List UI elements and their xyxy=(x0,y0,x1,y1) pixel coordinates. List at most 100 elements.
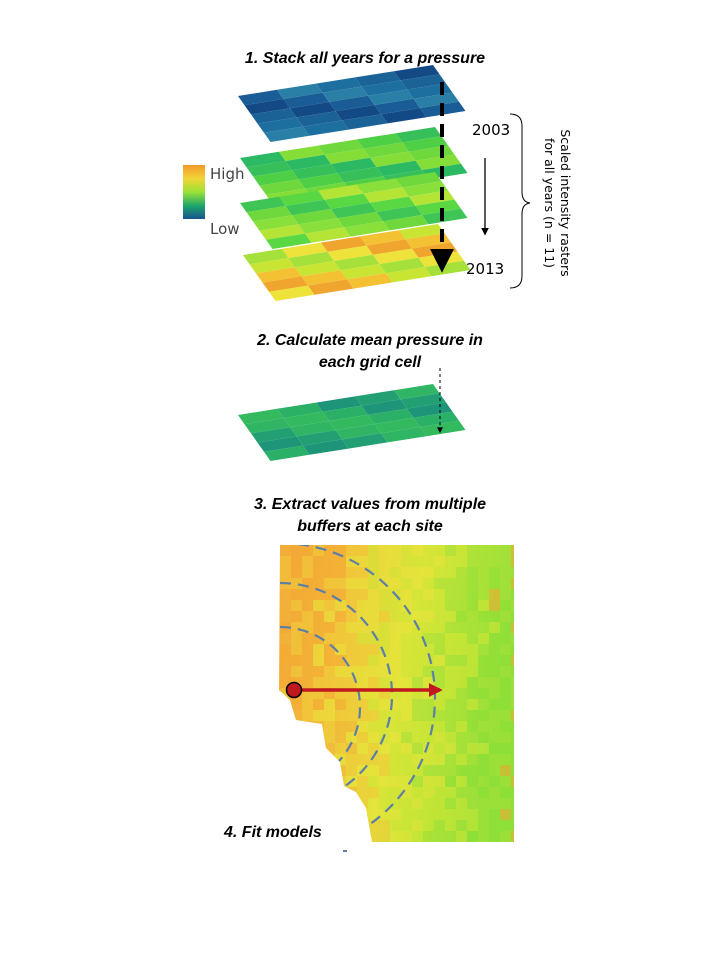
map-pixel xyxy=(302,622,313,633)
map-pixel xyxy=(434,578,445,589)
map-pixel xyxy=(456,831,467,842)
map-pixel xyxy=(302,589,313,600)
map-pixel xyxy=(489,721,500,732)
map-pixel xyxy=(390,754,401,765)
map-pixel xyxy=(291,831,302,842)
map-pixel xyxy=(324,776,335,787)
map-pixel xyxy=(324,710,335,721)
map-pixel xyxy=(401,589,412,600)
map-pixel xyxy=(346,732,357,743)
raster-cell xyxy=(407,402,453,418)
map-pixel xyxy=(335,611,346,622)
map-pixel xyxy=(423,721,434,732)
map-pixel xyxy=(500,710,511,721)
map-pixel xyxy=(390,765,401,776)
map-pixel xyxy=(445,798,456,809)
map-pixel xyxy=(445,721,456,732)
map-pixel xyxy=(313,556,324,567)
map-pixel xyxy=(335,589,346,600)
color-scale-legend xyxy=(183,165,205,219)
map-pixel xyxy=(357,743,368,754)
map-pixel xyxy=(302,787,313,798)
map-pixel xyxy=(335,732,346,743)
map-pixel xyxy=(357,732,368,743)
map-pixel xyxy=(489,622,500,633)
map-pixel xyxy=(335,721,346,732)
map-pixel xyxy=(500,798,511,809)
raster-cell xyxy=(324,148,370,164)
map-pixel xyxy=(357,688,368,699)
map-pixel xyxy=(357,644,368,655)
map-pixel xyxy=(500,831,511,842)
map-pixel xyxy=(346,622,357,633)
map-pixel xyxy=(357,545,368,556)
map-pixel xyxy=(313,545,324,556)
map-pixel xyxy=(478,820,489,831)
map-pixel xyxy=(511,831,514,842)
map-pixel xyxy=(434,732,445,743)
map-pixel xyxy=(368,765,379,776)
map-pixel xyxy=(291,754,302,765)
map-pixel xyxy=(368,809,379,820)
raster-cell xyxy=(244,418,290,434)
map-pixel xyxy=(456,820,467,831)
map-pixel xyxy=(346,545,357,556)
map-pixel xyxy=(511,556,514,567)
map-pixel xyxy=(324,644,335,655)
raster-cell xyxy=(379,257,425,274)
map-pixel xyxy=(302,666,313,677)
map-pixel xyxy=(478,611,489,622)
map-pixel xyxy=(478,809,489,820)
map-pixel xyxy=(302,809,313,820)
map-pixel xyxy=(423,567,434,578)
map-pixel xyxy=(445,578,456,589)
map-pixel xyxy=(379,633,390,644)
map-pixel xyxy=(423,556,434,567)
map-pixel xyxy=(511,765,514,776)
map-pixel xyxy=(511,787,514,798)
raster-cell xyxy=(381,108,427,124)
map-pixel xyxy=(500,765,511,776)
map-pixel xyxy=(489,765,500,776)
map-pixel xyxy=(357,589,368,600)
map-pixel xyxy=(445,809,456,820)
map-pixel xyxy=(357,567,368,578)
map-pixel xyxy=(511,622,514,633)
map-pixel xyxy=(346,600,357,611)
raster-cell xyxy=(285,154,331,171)
map-pixel xyxy=(313,688,324,699)
map-pixel xyxy=(379,787,390,798)
raster-stack xyxy=(238,65,471,301)
map-pixel xyxy=(313,666,324,677)
map-pixel xyxy=(511,633,514,644)
map-pixel xyxy=(423,622,434,633)
map-pixel xyxy=(412,743,423,754)
map-pixel xyxy=(511,666,514,677)
map-pixel xyxy=(346,743,357,754)
raster-cell xyxy=(337,212,383,228)
map-pixel xyxy=(313,699,324,710)
raster-cell xyxy=(318,139,364,155)
map-pixel xyxy=(434,655,445,666)
map-pixel xyxy=(478,677,489,688)
map-pixel xyxy=(390,776,401,787)
map-pixel xyxy=(489,743,500,754)
map-pixel xyxy=(280,721,291,732)
raster-cell xyxy=(246,161,292,177)
map-pixel xyxy=(401,688,412,699)
map-pixel xyxy=(511,699,514,710)
map-pixel xyxy=(401,809,412,820)
map-pixel xyxy=(324,622,335,633)
raster-cell xyxy=(257,436,303,452)
map-pixel xyxy=(456,699,467,710)
map-pixel xyxy=(467,655,478,666)
map-pixel xyxy=(489,578,500,589)
map-pixel xyxy=(434,831,445,842)
raster-cell xyxy=(251,108,297,124)
map-pixel xyxy=(511,732,514,743)
map-pixel xyxy=(478,776,489,787)
raster-cell xyxy=(357,133,403,149)
map-pixel xyxy=(445,710,456,721)
map-pixel xyxy=(291,655,302,666)
map-pixel xyxy=(368,776,379,787)
